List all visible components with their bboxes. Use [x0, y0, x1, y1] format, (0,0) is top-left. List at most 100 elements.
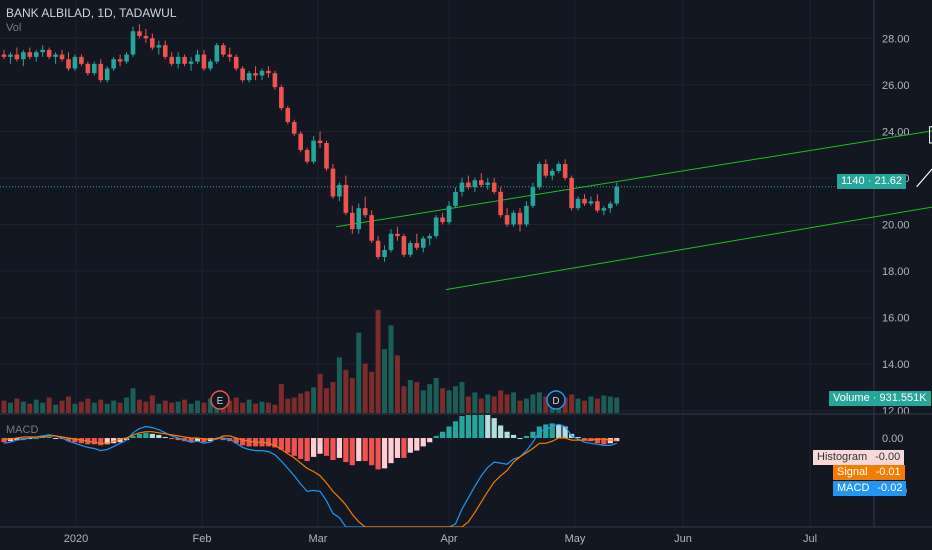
candle-body [375, 240, 381, 258]
candle [382, 245, 387, 262]
candle [369, 210, 374, 244]
histogram-bar [298, 438, 304, 459]
histogram-bar [46, 436, 52, 439]
candle-body [240, 68, 245, 81]
candle-body [85, 63, 91, 74]
candle-body [195, 54, 200, 62]
candle [433, 215, 439, 239]
candle [601, 205, 607, 216]
price-badge-value: 21.62 [874, 175, 902, 187]
candle [98, 59, 104, 83]
candle [575, 196, 581, 211]
histogram-bar [517, 438, 523, 440]
volume-bar [530, 394, 536, 413]
candle-body [420, 238, 426, 248]
time-tick-label: Mar [309, 533, 328, 545]
histogram-bar [149, 433, 155, 439]
candle-body [227, 54, 233, 57]
volume-bar [317, 373, 323, 413]
candle [240, 66, 245, 83]
candle [485, 177, 491, 190]
candle-body [498, 191, 503, 216]
volume-bar [7, 402, 13, 413]
price-tick-label: 20.00 [882, 219, 910, 231]
candle-body [79, 56, 84, 64]
volume-bar [575, 398, 581, 413]
volume-bar [265, 402, 271, 413]
candle [195, 49, 200, 64]
candle-body [401, 236, 407, 255]
volume-bar [111, 400, 117, 413]
candle-body [188, 61, 194, 64]
volume-bar [453, 386, 458, 413]
volume-bar [233, 397, 239, 413]
histogram-bar [440, 431, 446, 439]
candle-body [14, 54, 20, 60]
volume-bar [459, 382, 465, 413]
histogram-bar [356, 438, 362, 462]
signal-badge-label: Signal [833, 465, 872, 480]
volume-bar [582, 400, 587, 413]
histogram-bar [375, 438, 381, 470]
volume-bar [149, 395, 155, 413]
volume-bar [130, 388, 136, 413]
histogram-bar [581, 438, 588, 441]
volume-bar [349, 377, 355, 413]
candle-body [343, 184, 349, 213]
candle [511, 210, 516, 227]
candle-body [575, 198, 581, 209]
candle [375, 236, 381, 260]
candle [420, 236, 426, 253]
volume-bar [414, 382, 420, 413]
candle [582, 194, 587, 206]
candle-body [137, 31, 142, 36]
volume-bar [27, 403, 33, 413]
candle [150, 33, 155, 50]
candle-body [175, 56, 181, 64]
candle-body [337, 184, 342, 197]
candle [79, 54, 84, 67]
candle-body [285, 108, 291, 123]
price-badge: 1140 · 21.62 [837, 174, 906, 189]
volume-bar [298, 393, 304, 413]
candle [472, 177, 478, 192]
volume-bar [601, 395, 607, 413]
histogram-bar [562, 426, 568, 439]
candle-body [608, 203, 613, 209]
time-tick-label: Jul [803, 533, 817, 545]
volume-bar [143, 401, 149, 413]
candle [427, 233, 432, 246]
candle-body [562, 163, 568, 178]
candle-body [40, 49, 45, 53]
histogram-bar [272, 438, 278, 448]
candle-body [156, 45, 162, 48]
candle-body [601, 208, 607, 211]
candle [85, 61, 91, 76]
candle-body [556, 163, 561, 171]
volume-bar [278, 384, 284, 413]
volume-bar [188, 403, 194, 413]
volume-bar [124, 397, 130, 413]
volume-bar [594, 398, 600, 413]
volume-bar [33, 399, 39, 413]
price-tick-label: 26.00 [882, 80, 910, 92]
histogram-bar [491, 418, 497, 439]
candle-body [388, 233, 394, 251]
candle [40, 45, 45, 57]
histogram-bar [123, 438, 130, 441]
histogram-bar [175, 438, 181, 441]
candle [440, 212, 445, 225]
candle [188, 56, 194, 71]
histogram-bar [265, 438, 272, 447]
time-tick-label: Feb [193, 533, 212, 545]
time-tick-label: Apr [440, 533, 457, 545]
volume-bar [433, 377, 439, 413]
price-tick-label: 18.00 [882, 266, 910, 278]
volume-bar [407, 380, 413, 413]
candle-body [221, 45, 226, 55]
volume-bar [175, 401, 181, 413]
histogram-bar [169, 438, 175, 440]
candle-body [98, 63, 104, 81]
volume-bar [304, 391, 310, 413]
